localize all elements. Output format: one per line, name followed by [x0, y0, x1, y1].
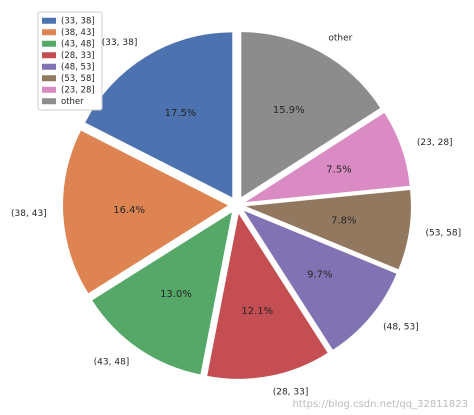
pie-slice [243, 210, 397, 350]
legend-label: (43, 48] [61, 39, 95, 49]
percent-label: 15.9% [273, 105, 305, 116]
slice-label: (38, 43] [11, 209, 47, 219]
pie-slice [241, 32, 381, 198]
slice-label: (43, 48] [94, 358, 130, 368]
legend-frame [37, 11, 103, 111]
pie-slice [207, 213, 328, 379]
legend-label: (23, 28] [61, 85, 95, 95]
percent-label: 9.7% [307, 269, 332, 280]
legend: (33, 38] (38, 43](43, 48] (28, 33](48, 53]… [37, 11, 103, 111]
pie-slice [63, 130, 229, 294]
slice-label: (48, 53] [383, 323, 419, 333]
percent-label: 16.4% [113, 205, 145, 216]
percent-label: 17.5% [165, 108, 197, 119]
pie-slice [92, 212, 232, 375]
slice-label: (28, 33] [273, 388, 309, 398]
percent-label: 12.1% [241, 306, 273, 317]
percent-label: 13.0% [160, 289, 192, 300]
legend-label: (33, 38] [61, 16, 95, 26]
slice-label: (33, 38] [102, 38, 138, 48]
legend-swatch [42, 86, 56, 93]
legend-label: (38, 43] [61, 28, 95, 38]
percent-label: 7.8% [331, 216, 356, 227]
legend-label: (28, 33] [61, 51, 95, 61]
slice-label: (53, 58] [425, 228, 461, 238]
percent-label: 7.5% [326, 165, 351, 176]
legend-swatch [42, 17, 56, 24]
legend-label: (48, 53] [61, 62, 95, 72]
legend-swatch [42, 52, 56, 59]
slice-label: (23, 28] [417, 138, 453, 148]
legend-label: (53, 58] [61, 74, 95, 84]
legend-swatch [42, 98, 56, 105]
legend-swatch [42, 40, 56, 47]
legend-label: other [61, 97, 84, 107]
slice-label: other [328, 33, 352, 43]
watermark: https://blog.csdn.net/qq_32811823 [292, 399, 468, 410]
pie-slice [245, 112, 410, 203]
legend-swatch [42, 75, 56, 82]
legend-swatch [42, 29, 56, 36]
legend-swatch [42, 63, 56, 70]
pie-slice [245, 189, 411, 270]
pie-slice [85, 32, 233, 198]
